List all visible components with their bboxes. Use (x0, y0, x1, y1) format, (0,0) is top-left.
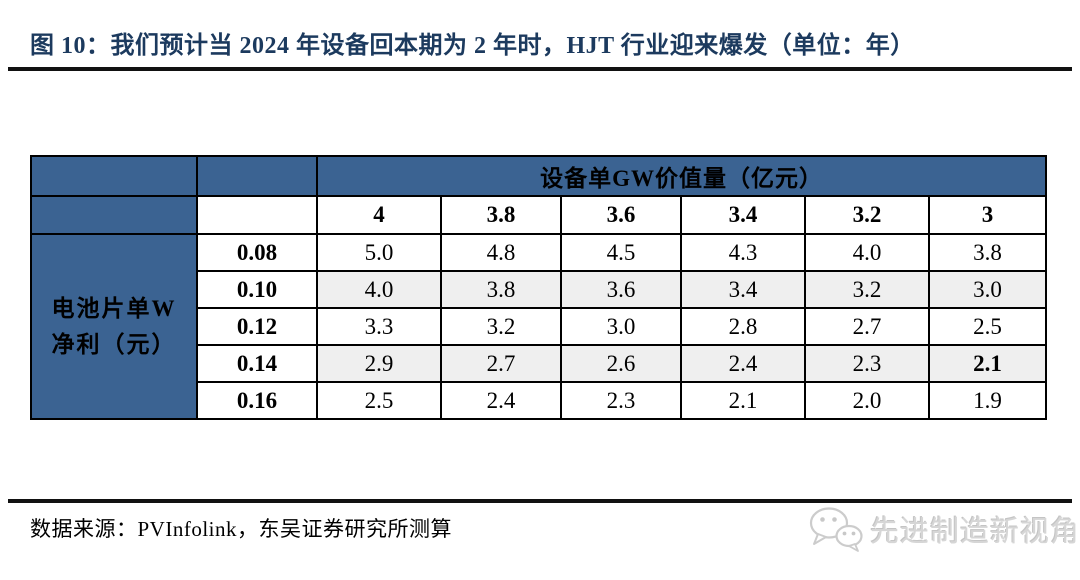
col-header-cell: 3 (927, 195, 1048, 235)
table-row: 设备单GW价值量（亿元） (30, 155, 1048, 197)
data-cell: 3.8 (440, 270, 562, 309)
data-cell: 2.9 (316, 344, 442, 383)
data-cell: 4.3 (680, 233, 806, 272)
data-cell: 4.8 (440, 233, 562, 272)
col-header-cell: 3.4 (680, 195, 806, 235)
data-cell: 2.3 (804, 344, 930, 383)
row-label-cell: 0.10 (196, 270, 318, 309)
title-divider (8, 67, 1072, 71)
watermark: 先进制造新视角 (806, 504, 1080, 554)
data-cell: 3.0 (560, 307, 682, 346)
data-cell: 3.2 (804, 270, 930, 309)
data-cell: 3.3 (316, 307, 442, 346)
data-cell: 2.7 (804, 307, 930, 346)
corner-cell (196, 155, 318, 197)
data-cell: 2.3 (560, 381, 682, 420)
data-cell: 4.0 (316, 270, 442, 309)
table-row: 0.14 2.9 2.7 2.6 2.4 2.3 2.1 (31, 344, 1048, 383)
data-cell: 2.8 (680, 307, 806, 346)
data-cell: 2.0 (804, 381, 930, 420)
data-cell: 3.4 (680, 270, 806, 309)
col-header-cell: 4 (316, 195, 442, 235)
data-cell: 2.6 (560, 344, 682, 383)
data-cell: 2.4 (680, 344, 806, 383)
data-cell: 3.6 (560, 270, 682, 309)
data-cell: 2.4 (440, 381, 562, 420)
data-cell: 1.9 (927, 381, 1048, 420)
figure-title: 图 10：我们预计当 2024 年设备回本期为 2 年时，HJT 行业迎来爆发（… (30, 33, 915, 59)
corner-cell (30, 195, 198, 235)
col-header-cell: 3.6 (560, 195, 682, 235)
wechat-icon (809, 507, 863, 552)
data-cell: 2.5 (927, 307, 1048, 346)
data-cell: 3.8 (927, 233, 1048, 272)
row-label-cell: 0.12 (196, 307, 318, 346)
table-row: 0.16 2.5 2.4 2.3 2.1 2.0 1.9 (31, 381, 1048, 420)
watermark-label: 先进制造新视角 (870, 516, 1080, 548)
row-label-cell: 0.08 (196, 233, 318, 272)
table-row: 0.10 4.0 3.8 3.6 3.4 3.2 3.0 (31, 270, 1048, 309)
row-group-header: 电池片单W 净利（元） (30, 233, 198, 420)
table-row: 0.12 3.3 3.2 3.0 2.8 2.7 2.5 (31, 307, 1048, 346)
corner-cell (30, 155, 198, 197)
data-cell: 5.0 (316, 233, 442, 272)
data-cell: 3.2 (440, 307, 562, 346)
highlighted-data-cell: 2.1 (927, 344, 1048, 383)
sensitivity-table: 设备单GW价值量（亿元） 4 3.8 3.6 3.4 3.2 3 电池片单W 净… (30, 155, 1048, 420)
column-group-header: 设备单GW价值量（亿元） (315, 155, 1048, 197)
data-cell: 4.0 (804, 233, 930, 272)
data-source: 数据来源：PVInfolink，东吴证券研究所测算 (30, 517, 452, 541)
table-row: 电池片单W 净利（元） 0.08 5.0 4.8 4.5 4.3 4.0 3.8 (30, 233, 1048, 420)
col-header-cell: 3.8 (440, 195, 562, 235)
row-label-cell: 0.16 (196, 381, 318, 420)
data-cell: 4.5 (560, 233, 682, 272)
empty-cell (196, 195, 318, 235)
table-row: 4 3.8 3.6 3.4 3.2 3 (30, 195, 1048, 235)
row-label-cell: 0.14 (196, 344, 318, 383)
data-cell: 3.0 (927, 270, 1048, 309)
data-cell: 2.7 (440, 344, 562, 383)
col-header-cell: 3.2 (804, 195, 930, 235)
data-cell: 2.1 (680, 381, 806, 420)
data-cell: 2.5 (316, 381, 442, 420)
footer-divider (8, 499, 1072, 503)
